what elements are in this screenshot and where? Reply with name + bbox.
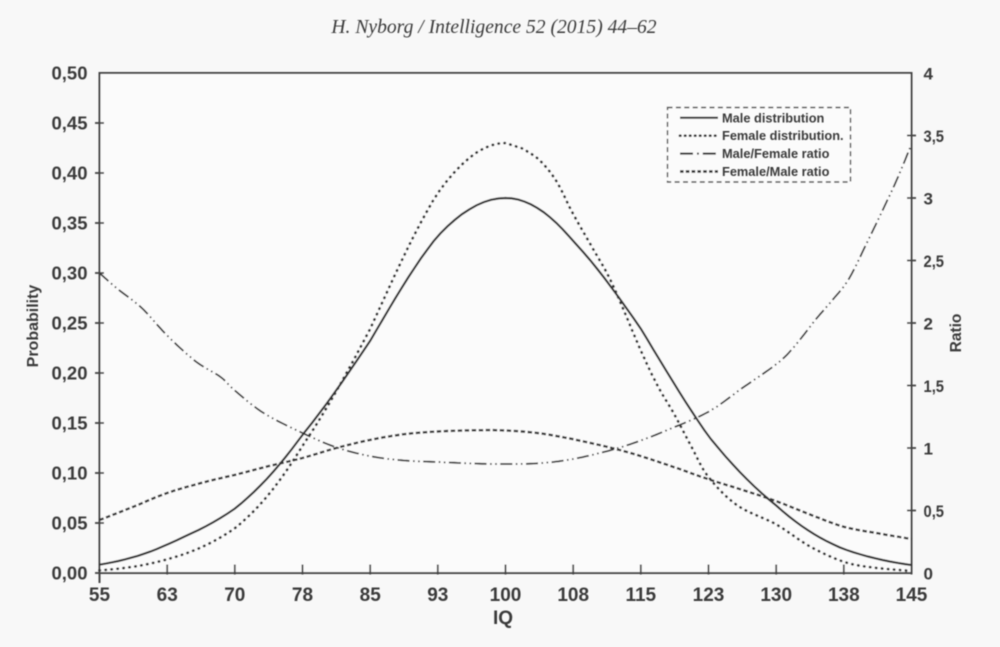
svg-text:63: 63 xyxy=(157,585,178,606)
svg-text:Male/Female ratio: Male/Female ratio xyxy=(722,146,830,161)
svg-text:3,5: 3,5 xyxy=(924,127,945,146)
svg-text:1,5: 1,5 xyxy=(924,377,945,396)
svg-text:0,35: 0,35 xyxy=(51,213,87,234)
svg-text:0,45: 0,45 xyxy=(51,113,87,134)
svg-text:4: 4 xyxy=(924,65,934,84)
svg-text:0,15: 0,15 xyxy=(51,413,87,434)
svg-text:Probability: Probability xyxy=(25,285,42,368)
svg-text:55: 55 xyxy=(89,585,111,606)
svg-text:3: 3 xyxy=(924,190,933,209)
svg-text:1: 1 xyxy=(924,440,933,459)
svg-text:Female distribution.: Female distribution. xyxy=(722,128,844,143)
svg-text:0,30: 0,30 xyxy=(51,263,87,284)
svg-text:70: 70 xyxy=(224,585,245,606)
svg-text:130: 130 xyxy=(760,585,792,606)
svg-text:145: 145 xyxy=(896,585,928,606)
svg-text:0: 0 xyxy=(924,565,933,584)
svg-text:2,5: 2,5 xyxy=(924,252,945,271)
svg-text:0,10: 0,10 xyxy=(51,463,87,484)
svg-text:0,00: 0,00 xyxy=(51,563,87,584)
svg-text:0,40: 0,40 xyxy=(51,163,87,184)
svg-text:100: 100 xyxy=(490,585,522,606)
svg-text:115: 115 xyxy=(625,585,656,606)
svg-text:108: 108 xyxy=(557,585,589,606)
svg-text:0,5: 0,5 xyxy=(924,502,945,521)
svg-text:85: 85 xyxy=(360,585,382,606)
svg-text:93: 93 xyxy=(427,585,448,606)
svg-text:78: 78 xyxy=(292,585,313,606)
svg-text:0,05: 0,05 xyxy=(51,513,87,534)
svg-text:Male distribution: Male distribution xyxy=(722,110,825,125)
svg-text:Ratio: Ratio xyxy=(948,314,965,353)
svg-text:Female/Male ratio: Female/Male ratio xyxy=(722,164,830,179)
svg-text:138: 138 xyxy=(828,585,860,606)
svg-text:H. Nyborg / Intelligence 52 (2: H. Nyborg / Intelligence 52 (2015) 44–62 xyxy=(330,17,656,38)
svg-text:2: 2 xyxy=(924,315,933,334)
svg-text:123: 123 xyxy=(693,585,725,606)
svg-text:0,20: 0,20 xyxy=(51,363,87,384)
svg-text:0,25: 0,25 xyxy=(51,313,87,334)
svg-text:0,50: 0,50 xyxy=(51,63,87,84)
svg-text:IQ: IQ xyxy=(493,608,513,629)
